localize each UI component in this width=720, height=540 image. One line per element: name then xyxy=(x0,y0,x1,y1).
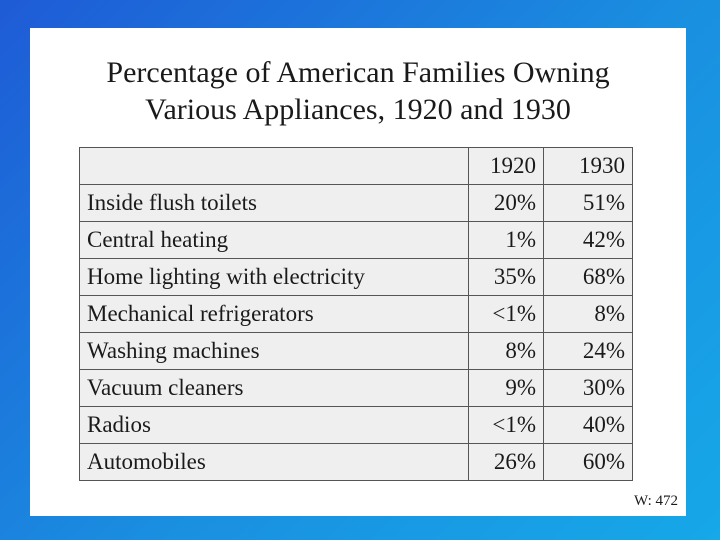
row-label: Washing machines xyxy=(79,332,469,370)
row-label: Automobiles xyxy=(79,443,469,481)
title-line-2: Various Appliances, 1920 and 1930 xyxy=(145,93,571,126)
value-1930: 60% xyxy=(543,443,633,481)
table-row: Inside flush toilets 20% 51% xyxy=(79,184,633,222)
table-row: Mechanical refrigerators <1% 8% xyxy=(79,295,633,333)
table-header-row: 1920 1930 xyxy=(79,147,633,185)
table-row: Washing machines 8% 24% xyxy=(79,332,633,370)
row-label: Vacuum cleaners xyxy=(79,369,469,407)
table-row: Vacuum cleaners 9% 30% xyxy=(79,369,633,407)
value-1930: 40% xyxy=(543,406,633,444)
value-1930: 42% xyxy=(543,221,633,259)
appliance-ownership-table: 1920 1930 Inside flush toilets 20% 51% C… xyxy=(79,147,633,481)
header-corner-cell xyxy=(79,147,469,185)
row-label: Inside flush toilets xyxy=(79,184,469,222)
value-1930: 68% xyxy=(543,258,633,296)
value-1920: <1% xyxy=(468,295,544,333)
table-row: Home lighting with electricity 35% 68% xyxy=(79,258,633,296)
value-1930: 51% xyxy=(543,184,633,222)
value-1920: 35% xyxy=(468,258,544,296)
value-1920: <1% xyxy=(468,406,544,444)
value-1920: 1% xyxy=(468,221,544,259)
table-row: Central heating 1% 42% xyxy=(79,221,633,259)
header-1930: 1930 xyxy=(543,147,633,185)
slide: Percentage of American Families Owning V… xyxy=(30,28,686,516)
value-1920: 8% xyxy=(468,332,544,370)
footer-code: W: 472 xyxy=(633,493,678,509)
value-1920: 9% xyxy=(468,369,544,407)
row-label: Home lighting with electricity xyxy=(79,258,469,296)
header-1920: 1920 xyxy=(468,147,544,185)
value-1930: 8% xyxy=(543,295,633,333)
row-label: Radios xyxy=(79,406,469,444)
row-label: Central heating xyxy=(79,221,469,259)
value-1930: 24% xyxy=(543,332,633,370)
slide-title: Percentage of American Families Owning V… xyxy=(30,54,686,128)
value-1920: 20% xyxy=(468,184,544,222)
row-label: Mechanical refrigerators xyxy=(79,295,469,333)
value-1920: 26% xyxy=(468,443,544,481)
title-line-1: Percentage of American Families Owning xyxy=(106,56,610,89)
value-1930: 30% xyxy=(543,369,633,407)
table-row: Automobiles 26% 60% xyxy=(79,443,633,481)
table-row: Radios <1% 40% xyxy=(79,406,633,444)
